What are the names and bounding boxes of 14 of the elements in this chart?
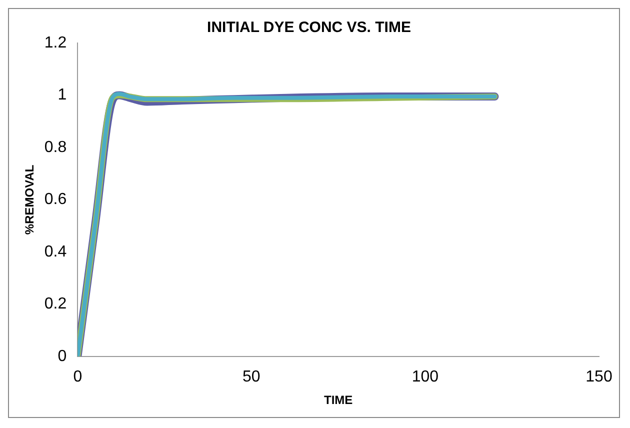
x-tick-label: 50 bbox=[242, 368, 260, 386]
y-axis-title: %REMOVAL bbox=[22, 164, 37, 235]
x-tick-label: 100 bbox=[412, 368, 439, 386]
chart-title: INITIAL DYE CONC VS. TIME bbox=[207, 19, 411, 36]
y-tick-label: 1 bbox=[58, 86, 67, 104]
x-tick-label: 0 bbox=[73, 368, 82, 386]
y-tick-label: 0.2 bbox=[44, 296, 67, 313]
y-tick-label: 0.6 bbox=[44, 191, 67, 208]
x-tick-label: 150 bbox=[586, 368, 612, 386]
y-tick-label: 0.4 bbox=[44, 243, 67, 260]
x-axis-title: TIME bbox=[324, 393, 353, 408]
y-tick-label: 0 bbox=[58, 348, 67, 365]
y-tick-label: 0.8 bbox=[44, 138, 67, 156]
y-tick-label: 1.2 bbox=[44, 34, 67, 52]
